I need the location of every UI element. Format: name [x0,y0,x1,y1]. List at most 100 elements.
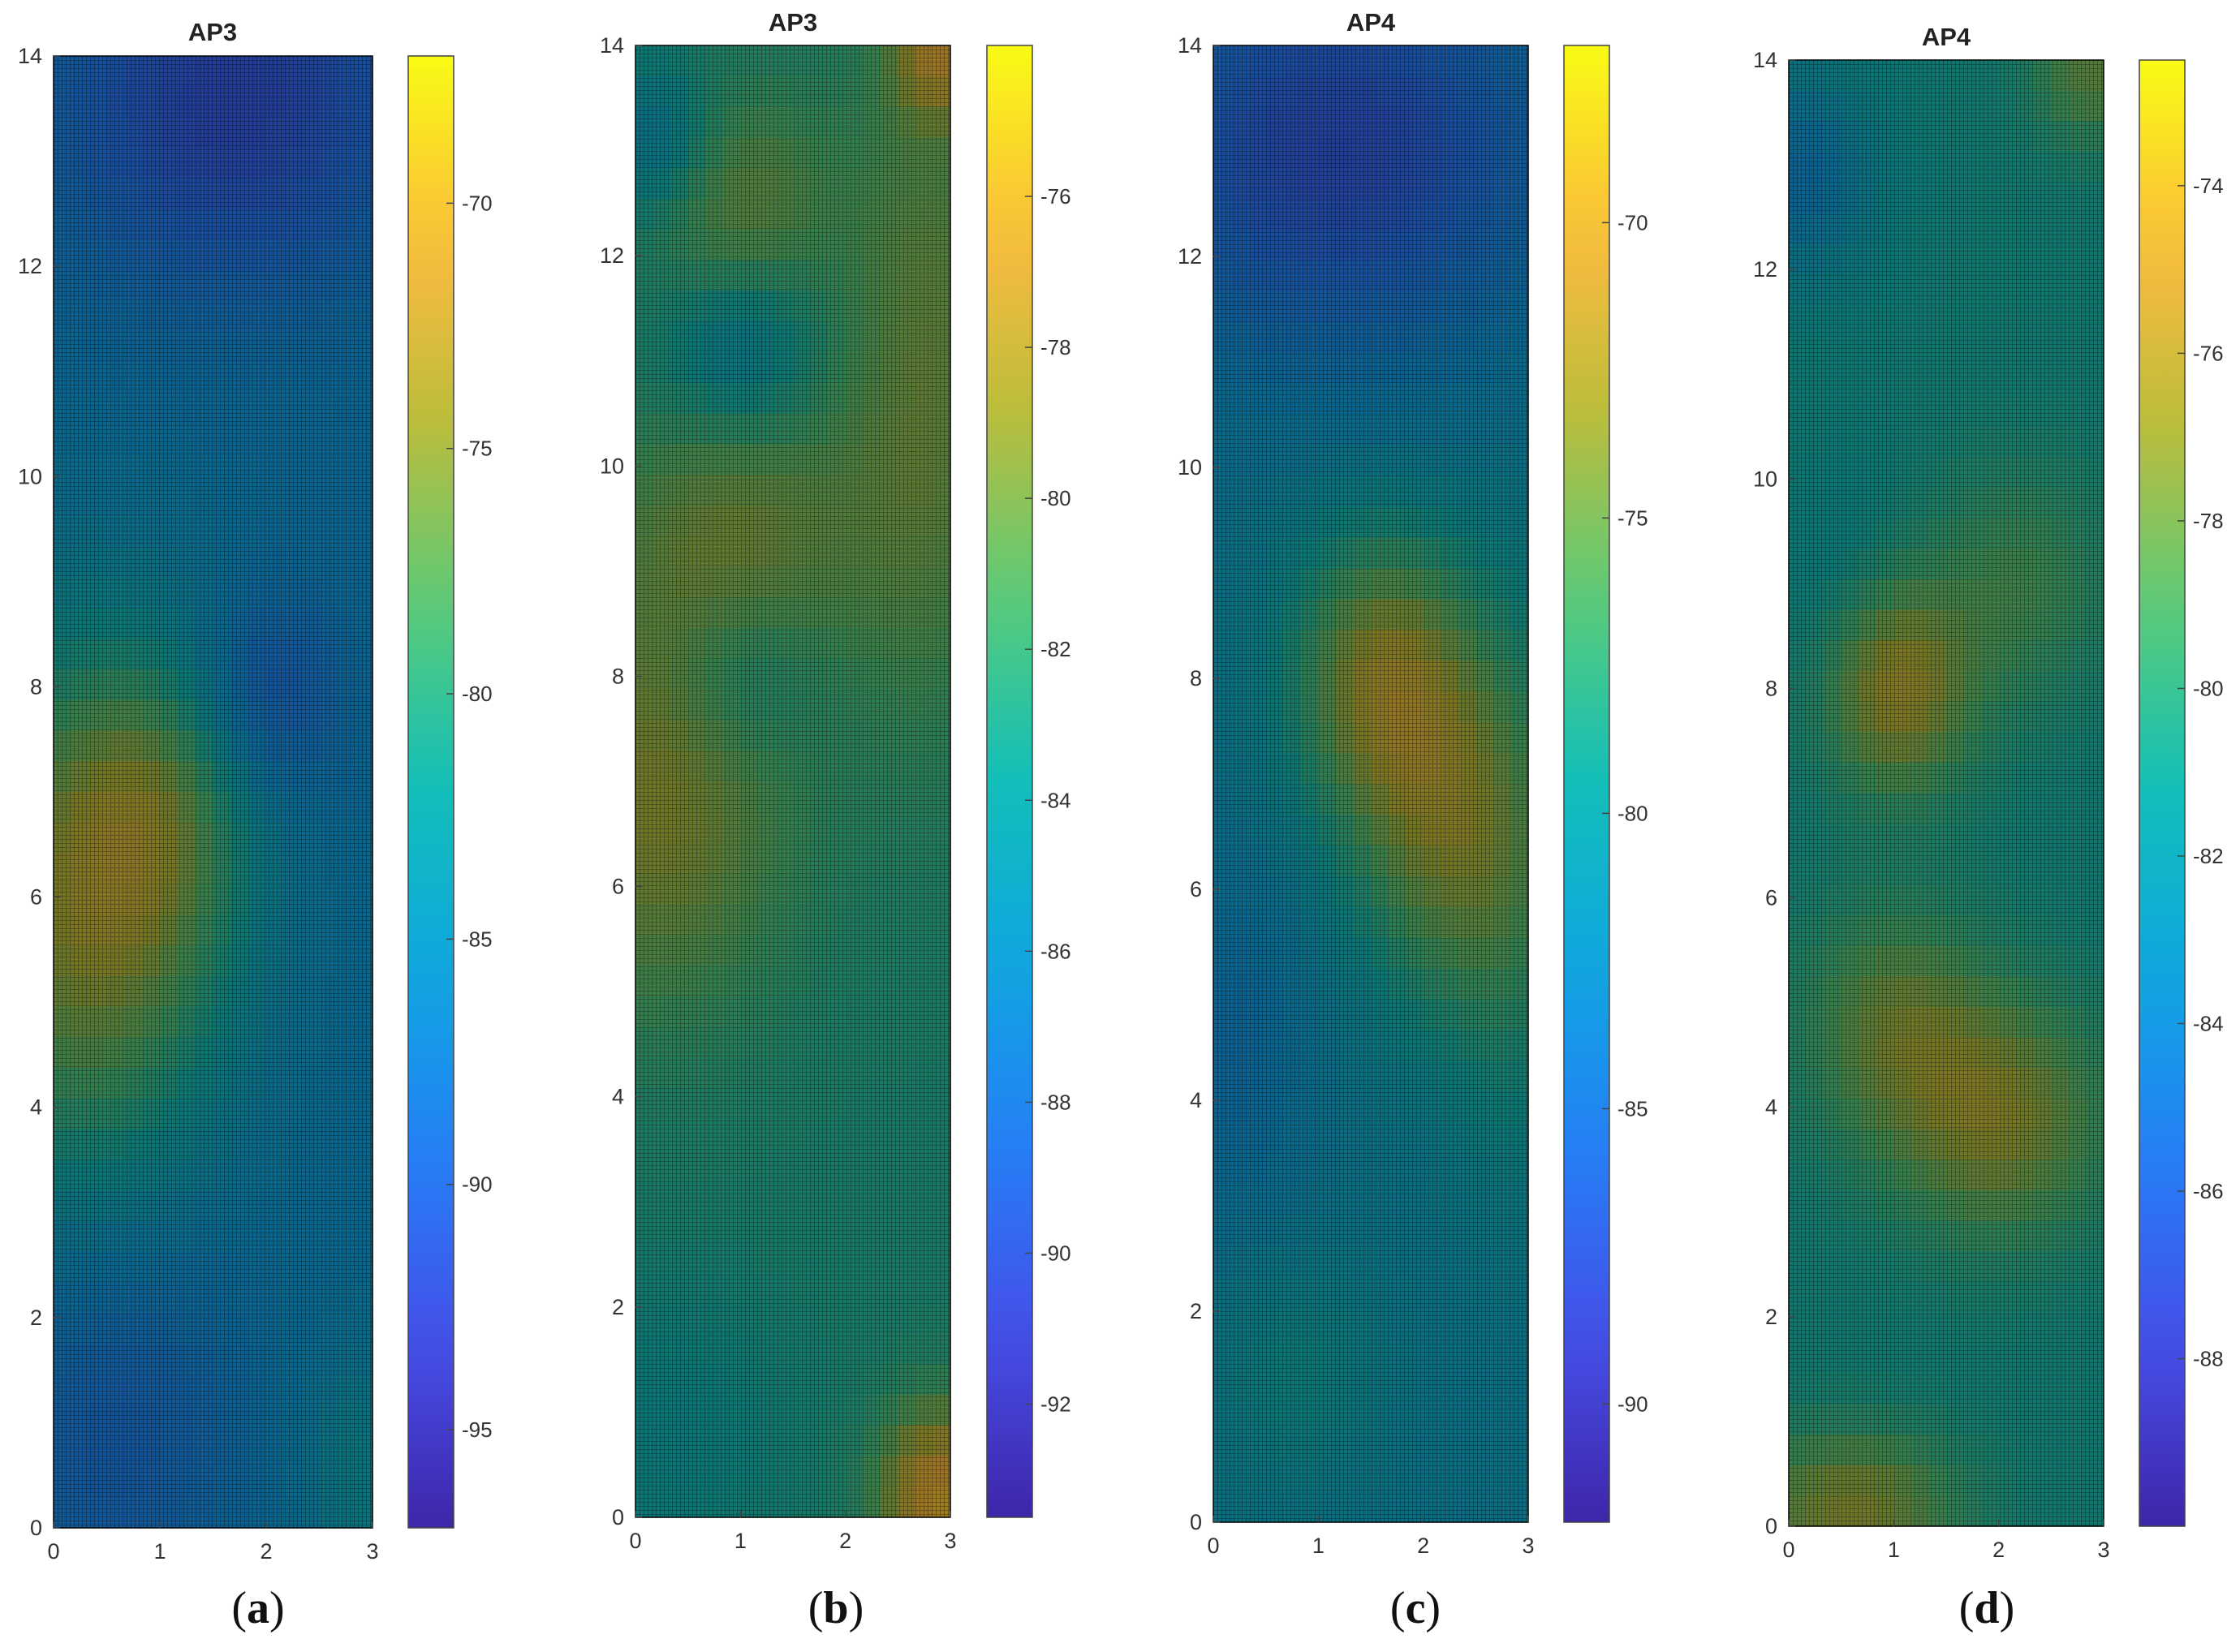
panel-caption: (b) [808,1583,864,1633]
x-tick-label: 0 [47,1539,59,1564]
y-tick-label: 4 [1190,1088,1202,1112]
x-tick-label: 3 [944,1529,956,1553]
panel-caption: (d) [1959,1583,2014,1633]
y-tick-label: 8 [612,664,624,688]
colorbar-tick-label: -90 [1618,1392,1648,1416]
y-tick-label: 10 [600,454,624,478]
panel-caption: (c) [1390,1583,1441,1633]
grid-mesh [635,45,950,1517]
y-tick-label: 6 [1765,886,1777,910]
x-tick-label: 2 [839,1529,851,1553]
colorbar-tick-label: -95 [462,1418,493,1442]
colorbar-tick-label: -75 [462,437,493,461]
colorbar-tick-label: -82 [2193,844,2224,868]
y-tick-label: 0 [30,1516,42,1540]
y-tick-label: 12 [1753,257,1777,282]
colorbar-tick-label: -88 [1040,1090,1071,1114]
colorbar-tick-label: -76 [2193,341,2224,365]
y-tick-label: 12 [1178,244,1202,269]
x-tick-label: 2 [1417,1534,1429,1558]
colorbar-tick-label: -84 [2193,1011,2224,1035]
x-tick-label: 2 [260,1539,272,1564]
grid-mesh [1213,45,1528,1522]
colorbar-tick-label: -86 [1040,939,1071,963]
y-tick-label: 10 [1753,467,1777,491]
x-tick-label: 3 [1522,1534,1534,1558]
colorbar-tick-label: -92 [1040,1392,1071,1416]
y-tick-label: 8 [1190,666,1202,690]
y-tick-label: 12 [600,243,624,268]
colorbar-tick-label: -74 [2193,174,2224,198]
panel-caption: (a) [231,1583,284,1633]
colorbar-tick-label: -78 [2193,509,2224,533]
y-tick-label: 14 [18,44,42,68]
y-tick-label: 12 [18,254,42,278]
x-tick-label: 1 [153,1539,166,1564]
colorbar-tick-label: -90 [1040,1241,1071,1265]
y-tick-label: 6 [1190,877,1202,901]
colorbar-tick-label: -80 [1040,486,1071,510]
y-tick-label: 8 [1765,676,1777,700]
y-tick-label: 2 [612,1295,624,1319]
colorbar-tick-label: -80 [1618,801,1648,825]
x-tick-label: 3 [2097,1538,2109,1562]
colorbar-tick-label: -70 [1618,210,1648,234]
x-tick-label: 3 [366,1539,378,1564]
chart-title: AP4 [1922,23,1971,51]
colorbar-tick-label: -85 [1618,1096,1648,1121]
colorbar-tick-label: -80 [462,682,493,706]
y-tick-label: 6 [612,875,624,899]
chart-title: AP3 [769,8,817,37]
y-tick-label: 6 [30,885,42,910]
y-tick-label: 2 [30,1306,42,1330]
y-tick-label: 14 [600,33,624,58]
colorbar [407,55,454,1529]
colorbar-tick-label: -84 [1040,788,1071,812]
x-tick-label: 2 [1992,1538,2005,1562]
y-tick-label: 4 [1765,1095,1777,1120]
colorbar-tick-label: -78 [1040,335,1071,359]
y-tick-label: 2 [1765,1305,1777,1329]
x-tick-label: 0 [629,1529,641,1553]
colorbar-tick-label: -75 [1618,505,1648,530]
colorbar [1563,45,1610,1523]
y-tick-label: 4 [30,1095,42,1120]
colorbar-tick-label: -90 [462,1172,493,1197]
colorbar [986,45,1033,1518]
x-tick-label: 0 [1782,1538,1794,1562]
chart-title: AP4 [1346,8,1396,37]
y-tick-label: 10 [1178,455,1202,480]
plot-frame [635,45,951,1518]
y-tick-label: 0 [1190,1510,1202,1534]
colorbar-tick-label: -88 [2193,1346,2224,1370]
y-tick-label: 4 [612,1085,624,1109]
y-tick-label: 14 [1753,48,1777,72]
colorbar-tick-label: -70 [462,191,493,215]
colorbar-tick-label: -86 [2193,1179,2224,1203]
colorbar-tick-label: -80 [2193,676,2224,700]
x-tick-label: 1 [1888,1538,1900,1562]
y-tick-label: 14 [1178,33,1202,58]
colorbar [2139,59,2186,1527]
colorbar-tick-label: -76 [1040,184,1071,209]
x-tick-label: 1 [1312,1534,1325,1558]
grid-mesh [1789,60,2104,1526]
plot-frame [1788,59,2104,1527]
y-tick-label: 0 [612,1505,624,1529]
x-tick-label: 1 [734,1529,747,1553]
colorbar-tick-label: -85 [462,927,493,951]
y-tick-label: 2 [1190,1299,1202,1323]
grid-mesh [54,56,373,1528]
y-tick-label: 8 [30,674,42,699]
y-tick-label: 0 [1765,1514,1777,1538]
colorbar-tick-label: -82 [1040,637,1071,661]
y-tick-label: 10 [18,464,42,488]
x-tick-label: 0 [1207,1534,1219,1558]
chart-title: AP3 [188,18,237,46]
plot-frame [1213,45,1529,1523]
